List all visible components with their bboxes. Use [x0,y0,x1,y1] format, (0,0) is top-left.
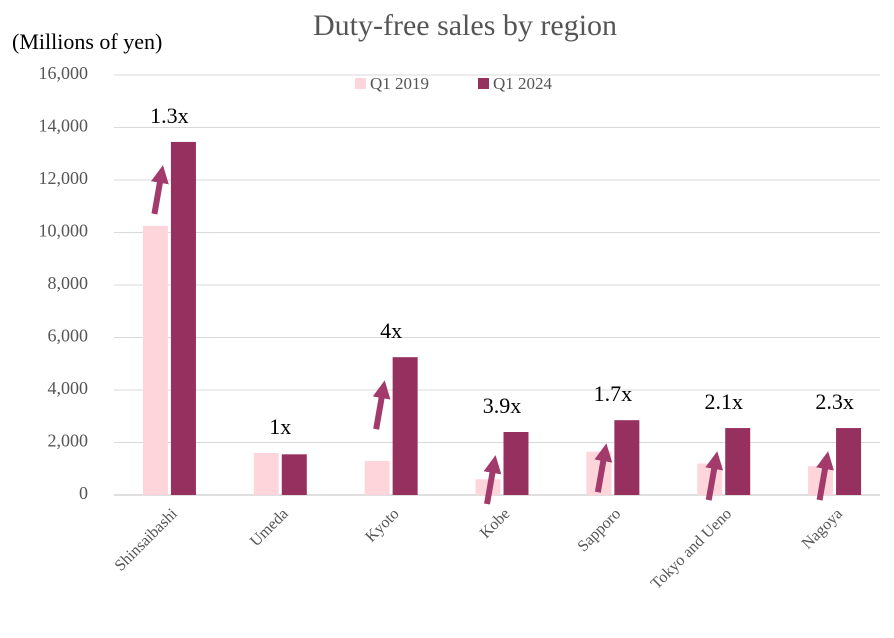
ratio-annotation: 1.7x [594,381,633,406]
y-tick-label: 4,000 [48,378,89,398]
bar [170,141,196,495]
x-tick-label: Umeda [247,505,292,550]
y-tick-label: 16,000 [39,63,89,83]
legend-label: Q1 2019 [370,74,429,93]
ratio-annotation: 4x [380,318,402,343]
y-tick-label: 2,000 [48,431,89,451]
ratio-annotation: 3.9x [483,393,522,418]
ratio-annotation: 2.1x [704,389,743,414]
bar [503,432,529,495]
bar [142,225,168,495]
ratio-annotation: 2.3x [815,389,854,414]
growth-arrow [816,451,834,501]
y-tick-label: 8,000 [48,273,89,293]
ratio-annotation: 1.3x [150,103,189,128]
y-tick-label: 0 [79,483,88,503]
bar [281,454,307,495]
growth-arrow [483,455,502,505]
y-tick-label: 10,000 [39,221,89,241]
x-tick-label: Sapporo [575,505,625,555]
y-axis-label: (Millions of yen) [12,29,162,54]
bar [253,453,279,495]
y-tick-label: 12,000 [39,168,89,188]
y-tick-label: 14,000 [39,116,89,136]
ratio-annotation: 1x [269,414,291,439]
growth-arrow [372,380,391,430]
bar [725,428,751,495]
x-tick-label: Shinsaibashi [112,505,182,575]
growth-arrow [594,443,613,493]
legend-swatch [355,78,366,89]
legend-label: Q1 2024 [493,74,553,93]
chart-title: Duty-free sales by region [313,9,617,42]
legend-swatch [478,78,489,89]
x-tick-label: Tokyo and Ueno [648,505,735,592]
x-tick-label: Kobe [477,505,514,542]
y-tick-label: 6,000 [48,326,89,346]
x-tick-label: Kyoto [362,505,402,545]
growth-arrow [151,165,169,215]
bar [392,357,418,495]
growth-arrow [705,451,724,501]
bar [614,420,640,495]
bar [836,428,862,495]
bar [364,460,390,495]
x-tick-label: Nagoya [799,505,846,552]
